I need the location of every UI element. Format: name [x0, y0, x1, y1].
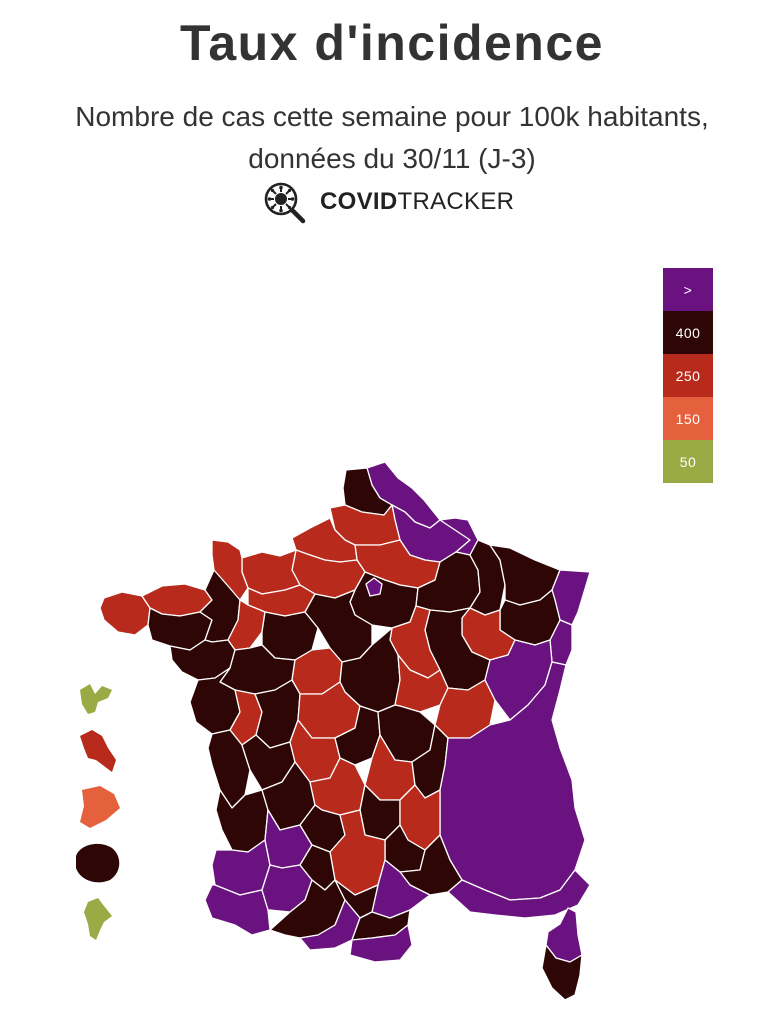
region-guyane [80, 786, 120, 828]
region-paris [365, 577, 383, 597]
legend-item-400: 400 [663, 311, 713, 354]
region-reunion [76, 843, 120, 883]
brand-name-bold: COVID [320, 188, 398, 215]
legend-label: 50 [679, 453, 697, 470]
region-mayotte [84, 898, 112, 940]
brand-name: COVIDTRACKER [320, 188, 514, 216]
brand-name-light: TRACKER [397, 188, 515, 215]
region-guadeloupe [80, 684, 112, 714]
legend-item-above-400: > [663, 268, 713, 311]
page-subtitle: Nombre de cas cette semaine pour 100k ha… [0, 96, 784, 180]
region-paca [447, 869, 591, 919]
color-legend: > 400 250 150 50 [663, 268, 713, 483]
subtitle-line-2: données du 30/11 (J-3) [248, 143, 536, 174]
region-corse-du-sud [541, 944, 583, 1001]
subtitle-line-1: Nombre de cas cette semaine pour 100k ha… [75, 101, 709, 132]
brand-logo: COVIDTRACKER [262, 180, 514, 224]
page-title: Taux d'incidence [180, 15, 604, 71]
france-incidence-map [76, 461, 591, 1001]
region-martinique [80, 730, 116, 772]
legend-item-250: 250 [663, 354, 713, 397]
legend-label: > [683, 281, 693, 298]
legend-label: 250 [675, 367, 701, 384]
legend-label: 400 [675, 324, 701, 341]
legend-item-50: 50 [663, 440, 713, 483]
virus-magnifier-icon [264, 182, 306, 224]
region-pyrenees-orientales [349, 924, 413, 963]
region-jura-doubs [484, 639, 553, 721]
legend-label: 150 [675, 410, 701, 427]
legend-item-150: 150 [663, 397, 713, 440]
region-finistere [99, 591, 151, 636]
